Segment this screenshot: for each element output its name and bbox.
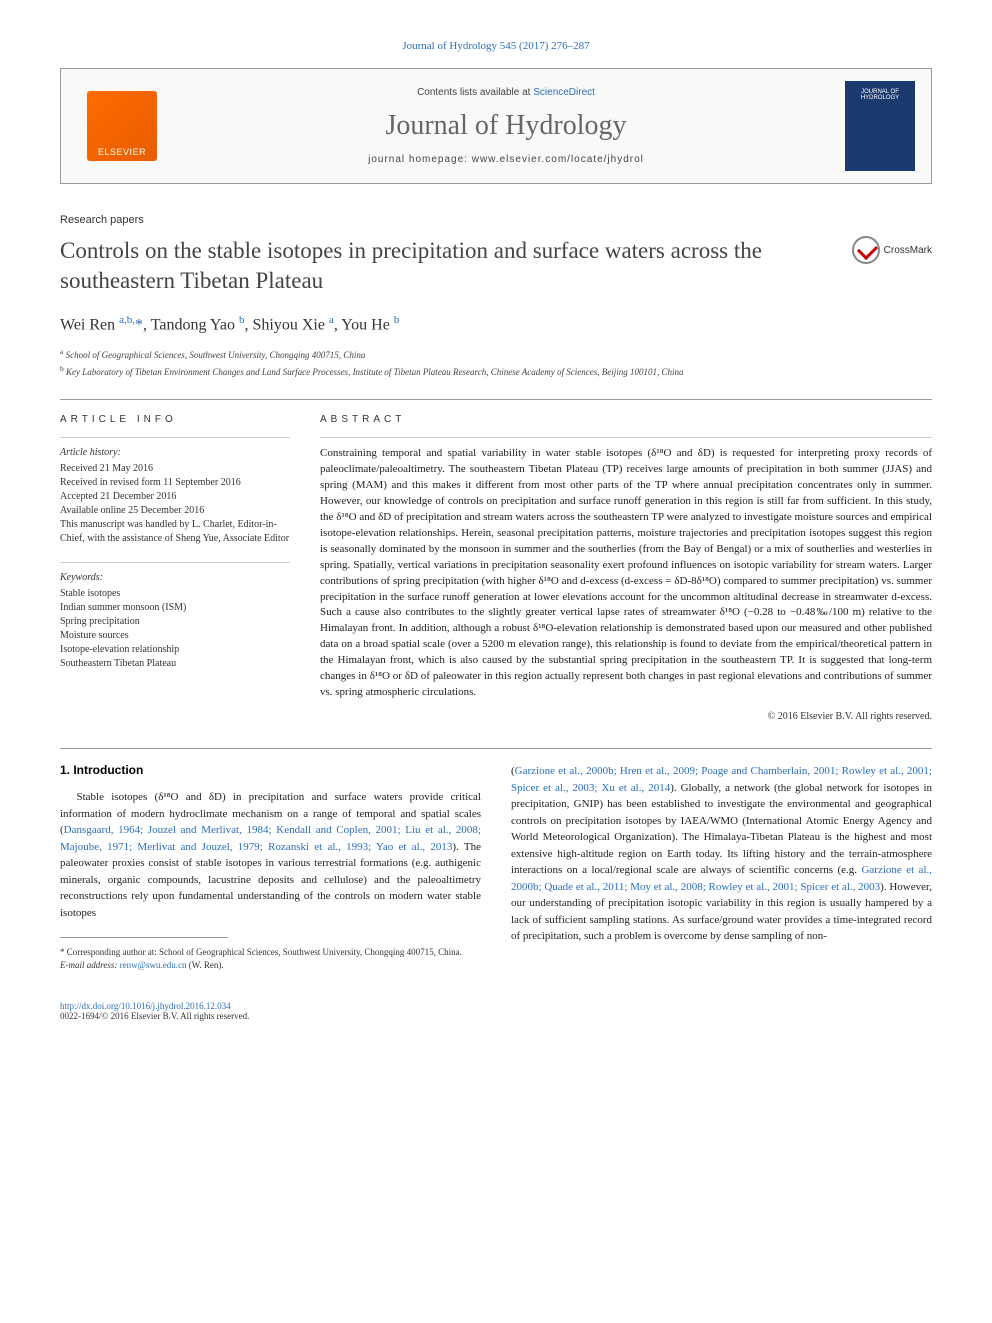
- author-email[interactable]: renw@swu.edu.cn: [120, 960, 187, 970]
- section-divider: [60, 748, 932, 749]
- homepage-prefix: journal homepage:: [368, 154, 472, 165]
- article-info-head: ARTICLE INFO: [60, 414, 290, 425]
- history-editor: This manuscript was handled by L. Charle…: [60, 518, 290, 546]
- contents-available-text: Contents lists available at ScienceDirec…: [167, 87, 845, 98]
- publisher-logo-block: ELSEVIER: [77, 81, 167, 171]
- footnote-separator: [60, 937, 228, 938]
- history-subhead: Article history:: [60, 446, 290, 460]
- email-author-name: (W. Ren).: [189, 960, 224, 970]
- keyword-item: Moisture sources: [60, 629, 290, 643]
- journal-header-box: ELSEVIER Contents lists available at Sci…: [60, 68, 932, 184]
- corresponding-footnote: * Corresponding author at: School of Geo…: [60, 946, 481, 971]
- contents-prefix: Contents lists available at: [417, 87, 533, 98]
- doi-link[interactable]: http://dx.doi.org/10.1016/j.jhydrol.2016…: [60, 1001, 932, 1011]
- journal-cover-thumbnail: JOURNAL OF HYDROLOGY: [845, 81, 915, 171]
- publisher-name: ELSEVIER: [98, 147, 146, 157]
- keyword-item: Southeastern Tibetan Plateau: [60, 657, 290, 671]
- section-divider: [60, 399, 932, 400]
- sciencedirect-link[interactable]: ScienceDirect: [533, 87, 595, 98]
- keywords-subhead: Keywords:: [60, 571, 290, 585]
- article-history: Article history: Received 21 May 2016 Re…: [60, 446, 290, 546]
- journal-reference: Journal of Hydrology 545 (2017) 276–287: [60, 40, 932, 52]
- intro-paragraph-col1: Stable isotopes (δ¹⁸O and δD) in precipi…: [60, 789, 481, 921]
- abstract-copyright: © 2016 Elsevier B.V. All rights reserved…: [320, 711, 932, 722]
- cover-title: JOURNAL OF HYDROLOGY: [845, 89, 915, 101]
- footnote-email-line: E-mail address: renw@swu.edu.cn (W. Ren)…: [60, 959, 481, 972]
- footnote-corr: * Corresponding author at: School of Geo…: [60, 946, 481, 959]
- paper-title: Controls on the stable isotopes in preci…: [60, 236, 852, 296]
- affiliations-block: a School of Geographical Sciences, South…: [60, 346, 932, 379]
- homepage-url[interactable]: www.elsevier.com/locate/jhydrol: [472, 154, 644, 165]
- history-received: Received 21 May 2016: [60, 462, 290, 476]
- history-online: Available online 25 December 2016: [60, 504, 290, 518]
- keyword-item: Spring precipitation: [60, 615, 290, 629]
- abstract-head: ABSTRACT: [320, 414, 932, 425]
- journal-center-block: Contents lists available at ScienceDirec…: [167, 87, 845, 165]
- keyword-item: Isotope-elevation relationship: [60, 643, 290, 657]
- crossmark-icon: [852, 236, 880, 264]
- abstract-text: Constraining temporal and spatial variab…: [320, 446, 932, 701]
- elsevier-logo-icon: ELSEVIER: [87, 91, 157, 161]
- crossmark-label: CrossMark: [884, 245, 932, 256]
- email-label: E-mail address:: [60, 960, 117, 970]
- history-revised: Received in revised form 11 September 20…: [60, 476, 290, 490]
- journal-homepage: journal homepage: www.elsevier.com/locat…: [167, 154, 845, 165]
- keyword-item: Stable isotopes: [60, 587, 290, 601]
- affiliation-b: b Key Laboratory of Tibetan Environment …: [60, 363, 932, 380]
- affiliation-a: a School of Geographical Sciences, South…: [60, 346, 932, 363]
- keywords-block: Keywords: Stable isotopes Indian summer …: [60, 571, 290, 671]
- crossmark-badge[interactable]: CrossMark: [852, 236, 932, 264]
- page-footer: http://dx.doi.org/10.1016/j.jhydrol.2016…: [60, 1001, 932, 1021]
- keyword-item: Indian summer monsoon (ISM): [60, 601, 290, 615]
- issn-copyright: 0022-1694/© 2016 Elsevier B.V. All right…: [60, 1011, 932, 1021]
- intro-paragraph-col2: (Garzione et al., 2000b; Hren et al., 20…: [511, 763, 932, 945]
- journal-name: Journal of Hydrology: [167, 110, 845, 142]
- history-accepted: Accepted 21 December 2016: [60, 490, 290, 504]
- intro-heading: 1. Introduction: [60, 763, 481, 777]
- paper-type-label: Research papers: [60, 214, 932, 226]
- author-list: Wei Ren a,b,*, Tandong Yao b, Shiyou Xie…: [60, 314, 932, 334]
